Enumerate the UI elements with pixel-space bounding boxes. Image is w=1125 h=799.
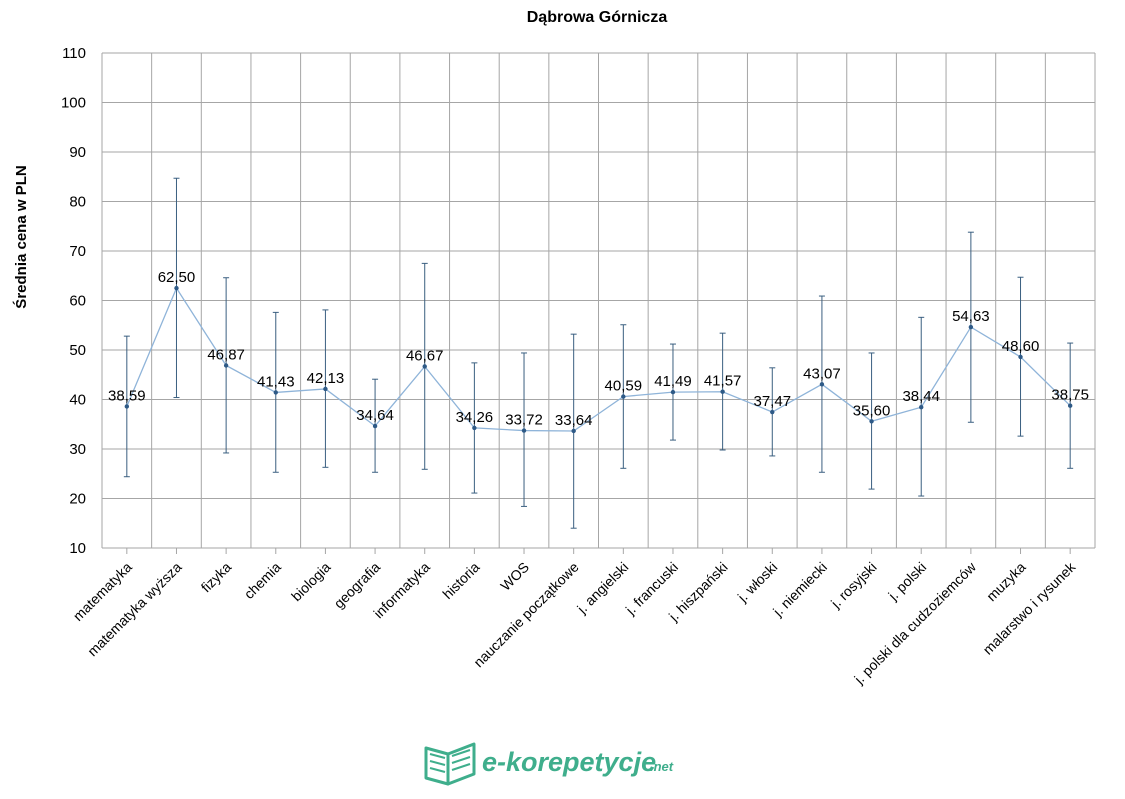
data-label: 41,57 — [704, 373, 742, 390]
y-tick-label: 40 — [69, 392, 86, 409]
data-point — [819, 382, 825, 387]
x-tick-label: WOS — [497, 559, 532, 594]
data-label: 34,64 — [356, 407, 394, 424]
data-label: 35,60 — [853, 402, 891, 419]
data-label: 38,59 — [108, 387, 146, 404]
x-tick-label: j. angielski — [573, 559, 631, 617]
data-label: 37,47 — [754, 393, 792, 410]
data-label: 42,13 — [307, 370, 345, 387]
y-tick-label: 110 — [62, 45, 86, 62]
data-point — [621, 394, 626, 399]
data-label: 46,67 — [406, 347, 444, 364]
data-point — [1018, 354, 1023, 360]
y-tick-label: 10 — [69, 540, 86, 557]
data-label: 40,59 — [605, 378, 643, 395]
data-point — [472, 425, 477, 431]
x-tick-label: geografia — [331, 559, 384, 612]
x-tick-label: j. polski — [884, 559, 929, 604]
x-tick-label: historia — [439, 559, 482, 602]
brand-logo: e-korepetycje .net — [424, 742, 674, 786]
y-tick-label: 90 — [69, 144, 86, 161]
data-point — [770, 409, 775, 415]
data-label: 48,60 — [1002, 338, 1040, 355]
data-point — [174, 285, 179, 291]
y-tick-label: 70 — [69, 243, 86, 260]
data-point — [521, 428, 527, 433]
x-tick-label: muzyka — [983, 559, 1029, 605]
data-point — [869, 419, 874, 424]
y-tick-label: 30 — [69, 441, 86, 458]
data-labels: 38,59 62,50 46,87 41,43 42,13 34,64 46,67 34,26… — [108, 269, 1089, 429]
data-point — [223, 363, 229, 368]
data-point — [422, 364, 427, 369]
data-label: 41,43 — [257, 373, 295, 390]
y-tick-label: 20 — [69, 491, 86, 508]
data-markers — [124, 285, 1073, 434]
series-line — [126, 286, 1071, 432]
data-point — [323, 386, 328, 392]
x-tick-label: j. rosyjski — [827, 559, 880, 612]
data-label: 41,49 — [654, 373, 692, 390]
y-tick-label: 60 — [69, 293, 86, 310]
series-line-group — [126, 286, 1071, 432]
data-point — [124, 404, 130, 409]
x-tick-label: malarstwo i rysunek — [980, 558, 1079, 657]
chart-title: Dąbrowa Górnicza — [527, 9, 668, 26]
data-label: 62,50 — [158, 269, 196, 286]
data-point — [571, 428, 576, 434]
x-tick-label: fizyka — [198, 559, 235, 596]
data-label: 34,26 — [456, 409, 494, 426]
y-tick-label: 100 — [61, 95, 86, 112]
data-label: 43,07 — [803, 365, 841, 382]
data-label: 54,63 — [952, 308, 990, 325]
data-point — [273, 390, 278, 395]
data-point — [720, 389, 725, 394]
y-tick-label: 50 — [69, 342, 86, 359]
data-label: 38,75 — [1051, 387, 1089, 404]
y-tick-label: 80 — [69, 194, 86, 211]
y-axis-ticks: 10 20 30 40 50 60 70 80 90 100 110 — [61, 45, 86, 557]
data-label: 46,87 — [207, 346, 245, 363]
logo-text: e-korepetycje — [482, 747, 656, 777]
grid — [101, 52, 1096, 554]
data-label: 33,64 — [555, 412, 593, 429]
x-tick-label: chemia — [241, 559, 284, 602]
data-point — [919, 405, 924, 410]
y-axis-label: Średnia cena w PLN — [12, 165, 30, 308]
data-point — [968, 324, 974, 330]
logo-suffix: .net — [650, 759, 674, 774]
data-label: 33,72 — [505, 412, 543, 429]
open-book-icon — [424, 742, 476, 786]
x-tick-label: matematyka wyższa — [84, 559, 185, 660]
data-point — [1067, 403, 1073, 408]
data-point — [372, 423, 378, 429]
data-point — [670, 389, 676, 395]
x-tick-label: j. włoski — [734, 559, 781, 606]
data-label: 38,44 — [902, 388, 940, 405]
x-tick-label: biologia — [288, 559, 334, 605]
